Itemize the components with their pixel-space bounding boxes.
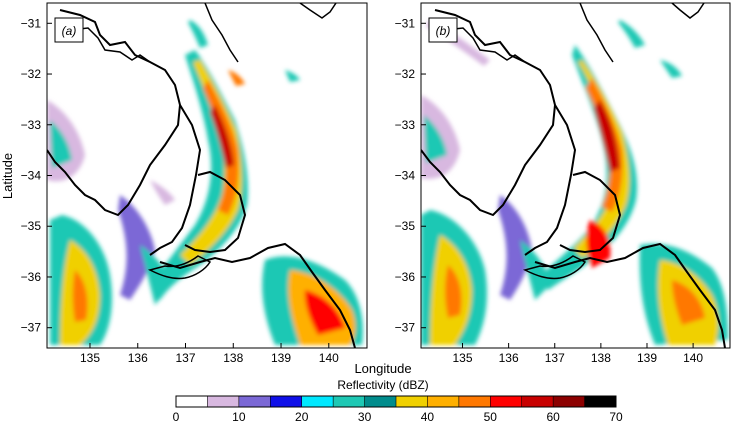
colorbar-tick-label: 10 [232,410,246,424]
y-axis-label: Latitude [0,153,15,199]
panel-a-reflectivity [47,3,363,348]
panel-a-label: (a) [62,24,77,38]
colorbar-bin [458,396,491,407]
x-tick-label: 138 [591,351,611,365]
x-tick-label: 136 [499,351,519,365]
y-tick-label: −35 [21,219,42,233]
y-tick-label: −33 [395,118,416,132]
colorbar-tick-label: 40 [421,410,435,424]
colorbar-bin [521,396,554,407]
y-tick-label: −32 [21,67,42,81]
colorbar-bin [301,396,334,407]
y-tick-label: −31 [21,16,42,30]
x-tick-label: 135 [452,351,472,365]
colorbar-bin [270,396,303,407]
x-tick-label: 135 [80,351,100,365]
colorbar-tick-label: 70 [609,410,623,424]
panel-b-axes: 135 136 137 138 139 140 −31 −32 −33 −34 −35 −36 −37 [395,16,704,365]
x-tick-label: 138 [223,351,243,365]
x-tick-label: 137 [545,351,565,365]
panel-b-label: (b) [436,24,451,38]
colorbar-tick-label: 50 [484,410,498,424]
x-tick-label: 140 [319,351,339,365]
y-tick-label: −36 [395,270,416,284]
colorbar-bin [490,396,523,407]
panel-a: (a) 135 136 137 138 139 140 −31 −32 −33 −34 −35 −36… [21,2,368,365]
colorbar-bin [333,396,366,407]
y-tick-label: −31 [395,16,416,30]
colorbar-bin [396,396,428,407]
colorbar-tick-label: 30 [358,410,372,424]
colorbar-bin [427,396,460,407]
colorbar-bin [584,396,617,407]
colorbar: 0 10 20 30 40 50 60 70 [173,395,623,424]
x-tick-label: 139 [271,351,291,365]
x-tick-label: 136 [128,351,148,365]
x-tick-label: 137 [175,351,195,365]
colorbar-tick-label: 20 [295,410,309,424]
x-tick-label: 139 [637,351,657,365]
colorbar-bin [238,396,271,407]
colorbar-tick-label: 60 [546,410,560,424]
panel-b-label-box [428,17,458,43]
panel-a-label-box [54,17,84,43]
x-axis-label: Longitude [354,361,411,376]
y-tick-label: −34 [21,169,42,183]
colorbar-bin [176,396,208,407]
colorbar-bin [364,396,397,407]
panel-b: (b) 135 136 137 138 139 140 −31 −32 −33 −34 −35 −36… [395,2,731,365]
panel-a-axes: 135 136 137 138 139 140 −31 −32 −33 −34 −35 −36 −37 [21,16,339,365]
y-tick-label: −34 [395,169,416,183]
colorbar-bin [553,396,586,407]
panel-b-reflectivity [421,3,728,348]
y-tick-label: −36 [21,270,42,284]
x-tick-label: 140 [683,351,703,365]
colorbar-tick-label: 0 [173,410,180,424]
colorbar-bin [207,396,240,407]
colorbar-title: Reflectivity (dBZ) [337,378,428,392]
y-tick-label: −37 [21,321,42,335]
y-tick-label: −32 [395,67,416,81]
y-tick-label: −33 [21,118,42,132]
y-tick-label: −37 [395,321,416,335]
y-tick-label: −35 [395,219,416,233]
